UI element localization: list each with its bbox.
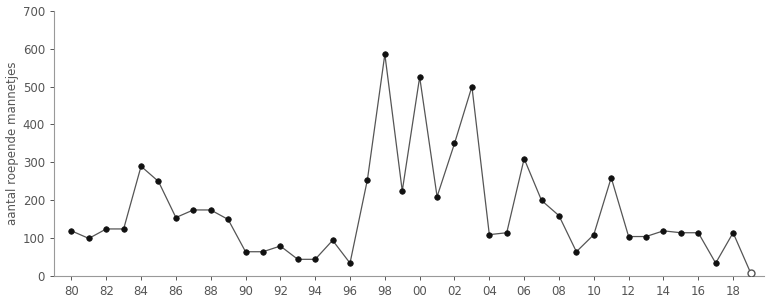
Y-axis label: aantal roepende mannetjes: aantal roepende mannetjes bbox=[5, 62, 18, 225]
